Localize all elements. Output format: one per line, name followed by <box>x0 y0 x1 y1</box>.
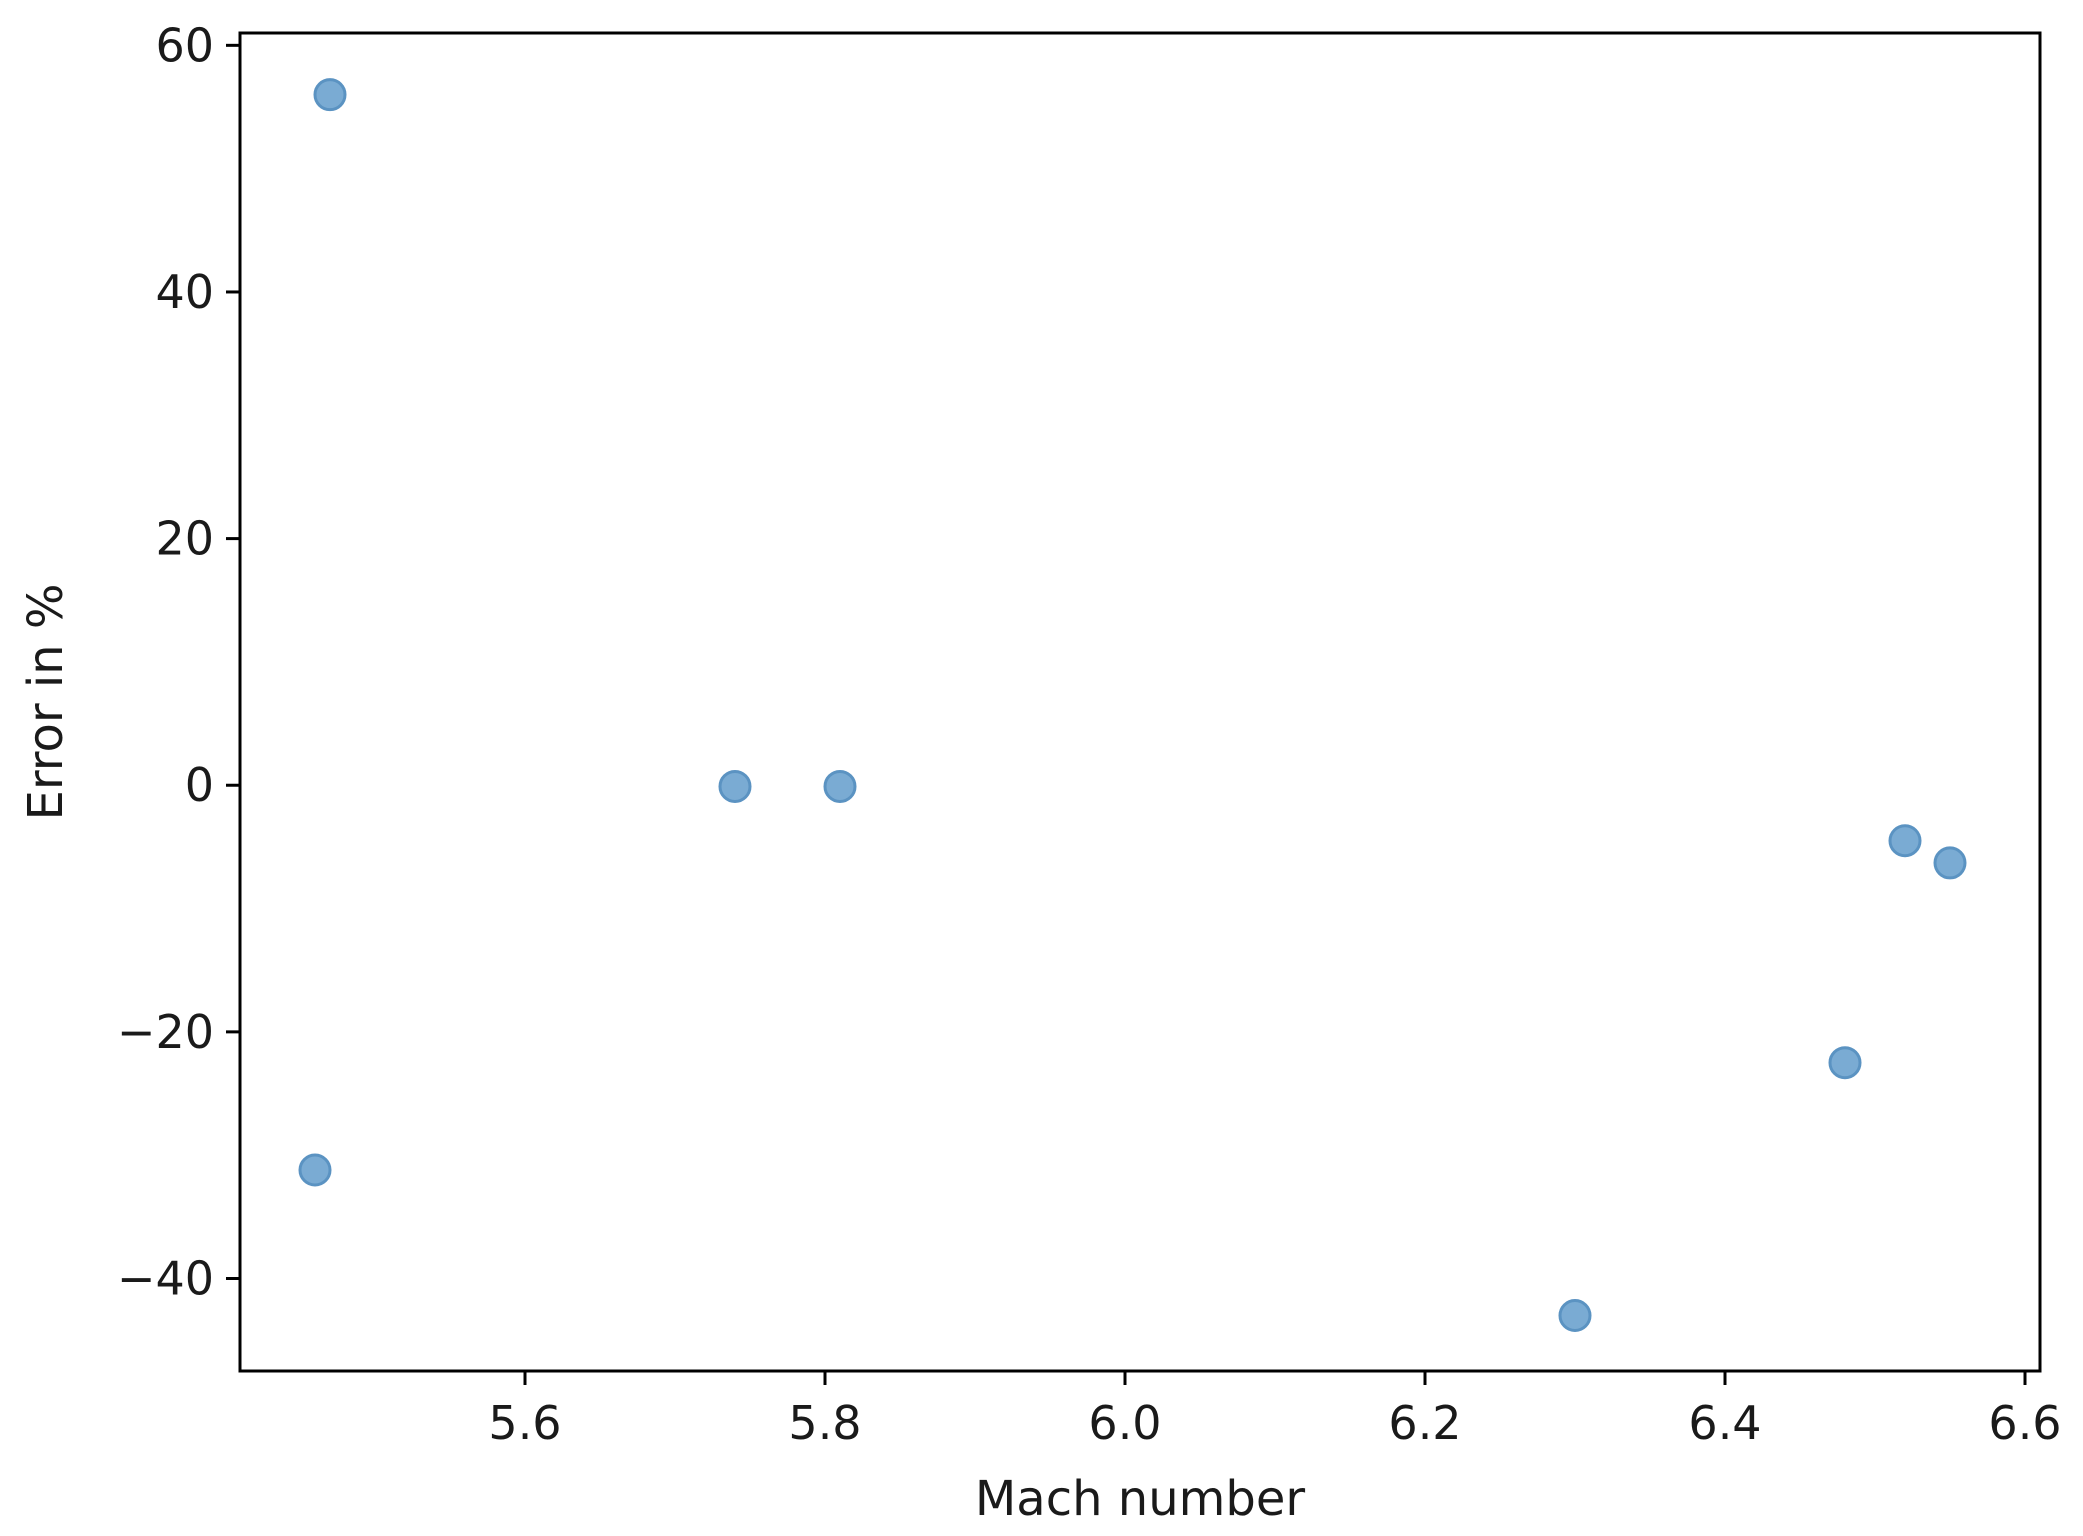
x-axis-label: Mach number <box>975 1471 1306 1527</box>
y-tick-label: −20 <box>117 1005 214 1059</box>
scatter-point <box>823 769 857 803</box>
scatter-point <box>1888 824 1922 858</box>
data-points <box>298 78 1967 1333</box>
x-axis-ticks: 5.6 5.8 6.0 6.2 6.4 6.6 <box>488 1371 2062 1450</box>
scatter-point <box>718 769 752 803</box>
scatter-point <box>298 1153 332 1187</box>
scatter-point <box>313 78 347 112</box>
y-axis-label: Error in % <box>18 584 74 821</box>
x-tick-label: 5.6 <box>488 1396 561 1450</box>
x-tick-label: 6.0 <box>1088 1396 1161 1450</box>
y-tick-label: −40 <box>117 1252 214 1306</box>
y-tick-label: 0 <box>185 758 214 812</box>
scatter-point <box>1828 1046 1862 1080</box>
x-tick-label: 6.2 <box>1388 1396 1461 1450</box>
x-tick-label: 6.4 <box>1688 1396 1761 1450</box>
x-tick-label: 6.6 <box>1988 1396 2061 1450</box>
y-tick-label: 60 <box>155 18 214 72</box>
y-tick-label: 20 <box>155 512 214 566</box>
plot-frame <box>238 31 2042 1373</box>
y-tick-label: 40 <box>155 265 214 319</box>
scatter-point <box>1933 846 1967 880</box>
x-tick-label: 5.8 <box>788 1396 861 1450</box>
y-axis-ticks: 60 40 20 0 −20 −40 <box>117 18 240 1306</box>
scatter-point <box>1558 1299 1592 1333</box>
